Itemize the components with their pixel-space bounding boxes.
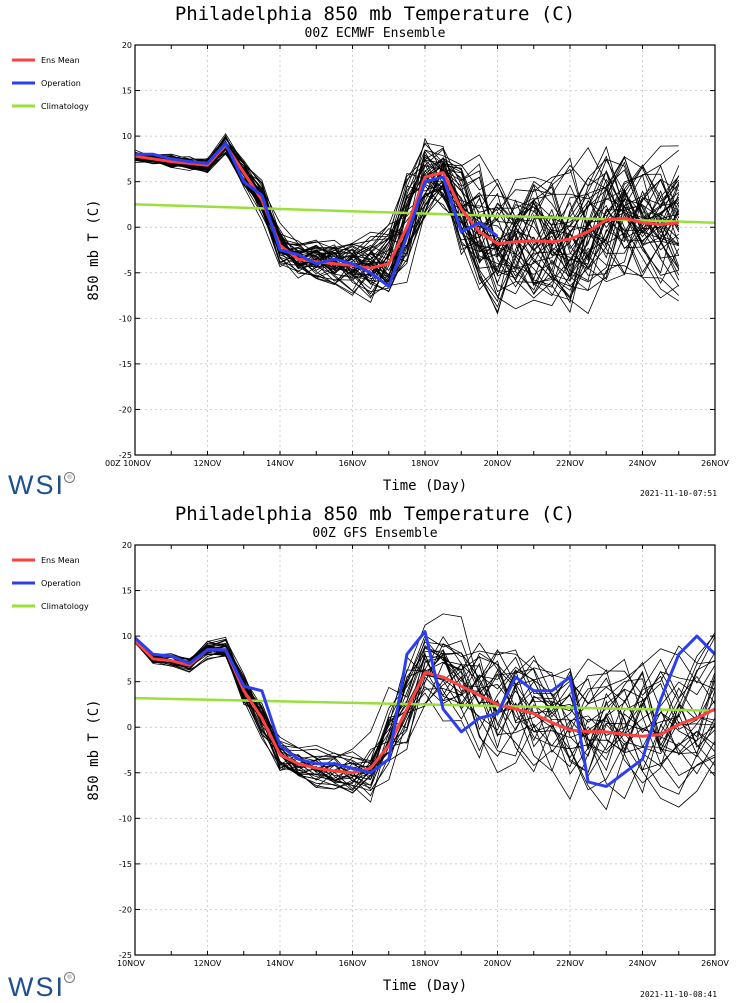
y-tick-label: -15 xyxy=(119,860,132,869)
x-tick-label: 14NOV xyxy=(266,959,294,968)
y-tick-label: -25 xyxy=(119,951,132,960)
y-tick-label: 0 xyxy=(127,223,132,232)
legend-label-ens-mean: Ens Mean xyxy=(41,556,80,565)
y-tick-label: -20 xyxy=(119,905,132,914)
gfs-panel: Philadelphia 850 mb Temperature (C) 00Z G… xyxy=(0,500,750,1002)
x-tick-label: 18NOV xyxy=(411,959,439,968)
x-tick-label: 26NOV xyxy=(701,459,729,468)
y-tick-label: -10 xyxy=(119,314,132,323)
wsi-logo: WSI xyxy=(8,470,65,500)
y-tick-label: -25 xyxy=(119,451,132,460)
y-axis-label: 850 mb T (C) xyxy=(86,199,102,300)
ecmwf-panel: Philadelphia 850 mb Temperature (C) 00Z E… xyxy=(0,0,750,500)
y-tick-label: -15 xyxy=(119,360,132,369)
gfs-chart: Philadelphia 850 mb Temperature (C)00Z G… xyxy=(12,503,729,994)
wsi-registered-mark: ® xyxy=(64,472,75,483)
x-tick-label: 12NOV xyxy=(194,959,222,968)
x-tick-label: 18NOV xyxy=(411,459,439,468)
y-tick-label: -5 xyxy=(124,269,132,278)
ensemble-member-line xyxy=(135,137,680,300)
ensemble-member-line xyxy=(135,147,679,297)
y-tick-label: 20 xyxy=(122,541,132,550)
legend-label-ens-mean: Ens Mean xyxy=(41,56,80,65)
y-tick-label: 20 xyxy=(122,41,132,50)
legend-label-climatology: Climatology xyxy=(41,602,89,611)
y-tick-label: 15 xyxy=(122,87,132,96)
wsi-logo: WSI xyxy=(8,972,65,1002)
ensemble-member-line xyxy=(135,147,680,303)
timestamp: 2021-11-10-07:51 xyxy=(640,489,718,498)
legend: Ens Mean Operation Climatology xyxy=(12,556,89,611)
y-tick-label: 5 xyxy=(127,678,132,687)
x-tick-label: 00Z 10NOV xyxy=(105,459,152,468)
y-tick-label: 10 xyxy=(122,132,132,141)
x-tick-label: 20NOV xyxy=(484,459,512,468)
y-tick-label: -20 xyxy=(119,405,132,414)
y-tick-label: -10 xyxy=(119,814,132,823)
legend-label-operation: Operation xyxy=(41,579,81,588)
x-axis-label: Time (Day) xyxy=(383,478,467,494)
x-tick-label: 22NOV xyxy=(556,459,584,468)
ensemble-member-line xyxy=(135,140,679,285)
y-axis-label: 850 mb T (C) xyxy=(86,699,102,800)
ensemble-member-line xyxy=(135,132,679,279)
y-tick-label: 5 xyxy=(127,178,132,187)
y-tick-label: 0 xyxy=(127,723,132,732)
chart-subtitle: 00Z GFS Ensemble xyxy=(312,526,437,541)
y-tick-label: 15 xyxy=(122,587,132,596)
x-tick-label: 22NOV xyxy=(556,959,584,968)
x-tick-label: 10NOV xyxy=(117,959,145,968)
y-tick-label: -5 xyxy=(124,769,132,778)
x-tick-label: 16NOV xyxy=(339,959,367,968)
x-tick-label: 24NOV xyxy=(629,459,657,468)
ecmwf-chart: Philadelphia 850 mb Temperature (C)00Z E… xyxy=(12,3,729,494)
plot-area xyxy=(135,613,715,811)
x-tick-label: 20NOV xyxy=(484,959,512,968)
climatology-line xyxy=(135,696,715,713)
x-tick-label: 12NOV xyxy=(194,459,222,468)
y-tick-label: 10 xyxy=(122,632,132,641)
ensemble-member-line xyxy=(135,638,715,778)
chart-title: Philadelphia 850 mb Temperature (C) xyxy=(175,3,575,25)
legend-label-climatology: Climatology xyxy=(41,102,89,111)
wsi-registered-mark: ® xyxy=(64,972,75,983)
x-tick-label: 24NOV xyxy=(629,959,657,968)
x-axis-label: Time (Day) xyxy=(383,978,467,994)
chart-subtitle: 00Z ECMWF Ensemble xyxy=(305,26,446,41)
ensemble-member-line xyxy=(135,639,715,776)
x-tick-label: 14NOV xyxy=(266,459,294,468)
legend: Ens Mean Operation Climatology xyxy=(12,56,89,111)
x-tick-label: 26NOV xyxy=(701,959,729,968)
plot-area xyxy=(135,132,715,315)
operation-line xyxy=(135,630,715,788)
chart-title: Philadelphia 850 mb Temperature (C) xyxy=(175,503,575,525)
ensemble-member-line xyxy=(135,639,715,794)
timestamp: 2021-11-10-08:41 xyxy=(640,990,718,999)
legend-label-operation: Operation xyxy=(41,79,81,88)
x-tick-label: 16NOV xyxy=(339,459,367,468)
grid xyxy=(134,544,716,956)
operation-line xyxy=(135,141,499,288)
